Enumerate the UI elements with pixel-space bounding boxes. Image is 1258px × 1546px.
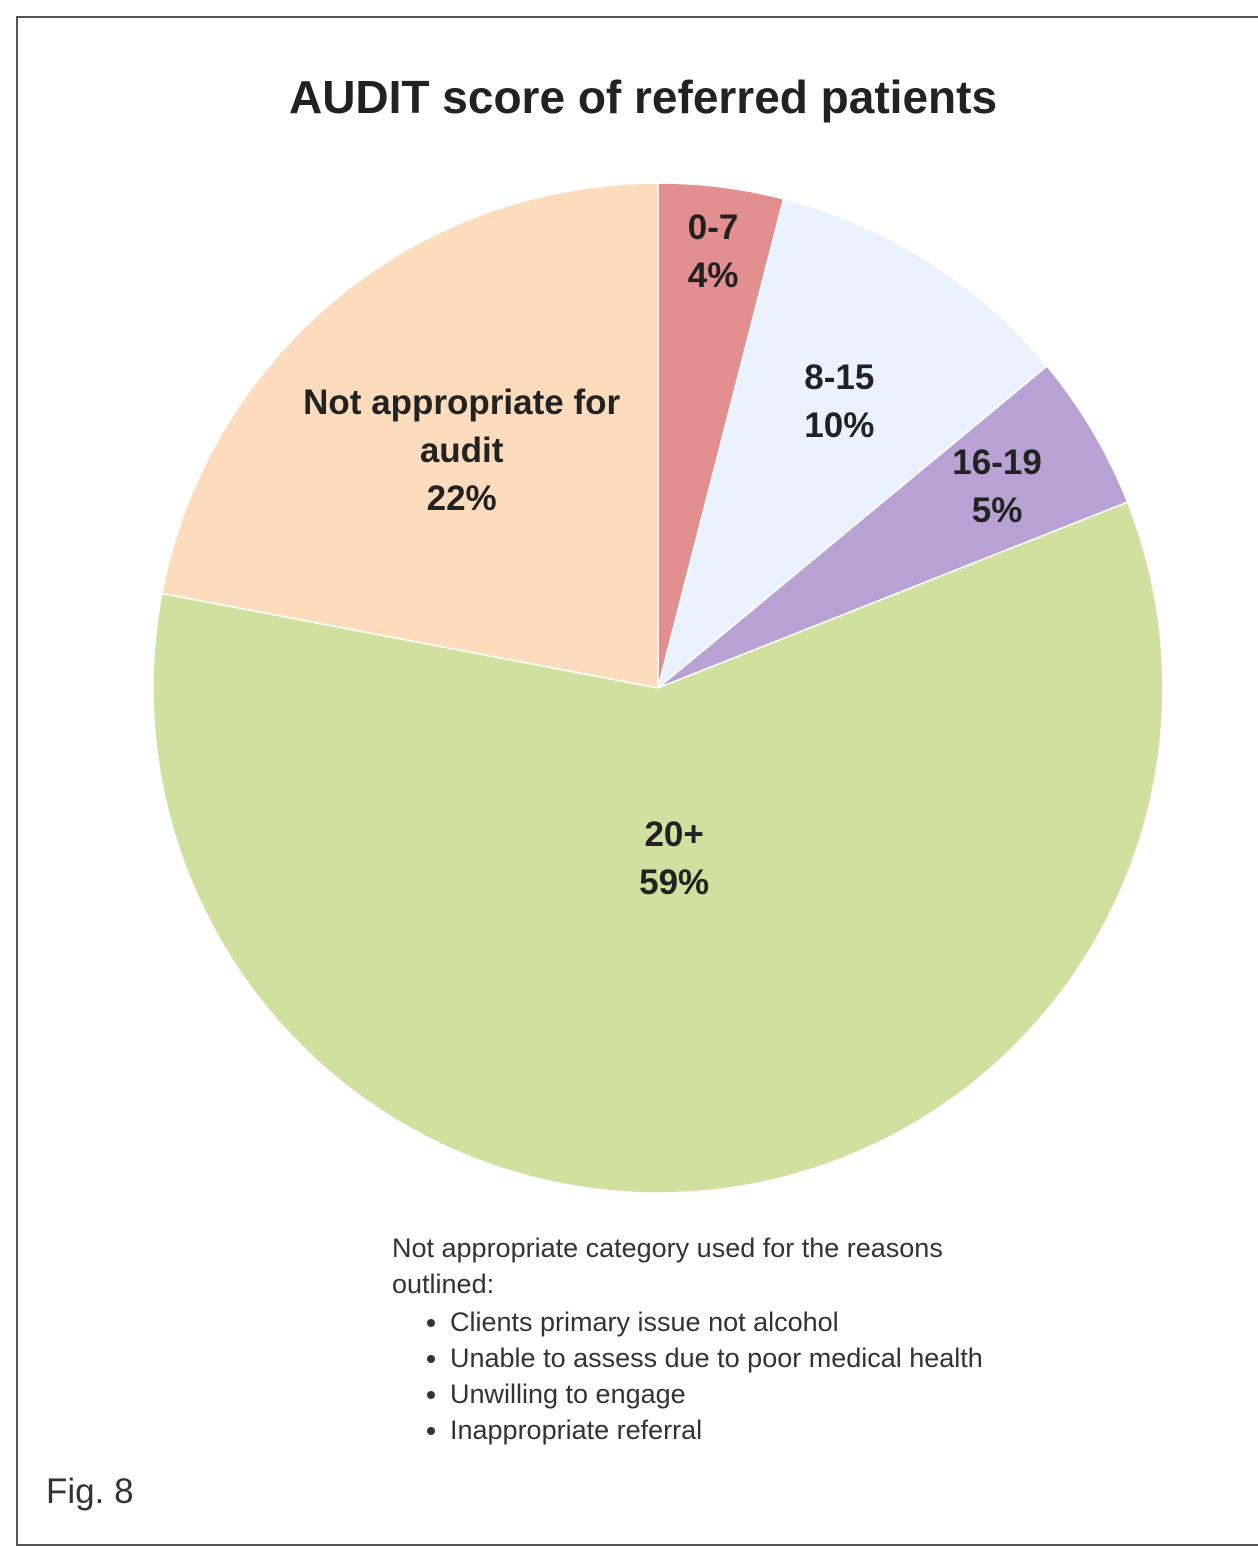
- pie-slice: [161, 182, 659, 689]
- slice-label: 8-15 10%: [804, 354, 874, 450]
- slice-label: 20+ 59%: [639, 811, 709, 907]
- value-label: 4%: [687, 256, 739, 296]
- category-label: 16-19: [952, 443, 1042, 483]
- slice-label: 16-19 5%: [952, 439, 1042, 535]
- category-label: 20+: [644, 814, 704, 854]
- pie-slice: [657, 365, 1129, 689]
- pie-slice: [152, 501, 1164, 1194]
- annotation-text: Not appropriate category used for the re…: [392, 1233, 943, 1299]
- value-label: 10%: [804, 406, 875, 446]
- caption: Fig. 8: [46, 1472, 134, 1511]
- slice-label: 0-7 4%: [688, 204, 739, 300]
- value-label: 5%: [971, 491, 1023, 531]
- annotation-item: Unable to assess due to poor medical hea…: [450, 1340, 1052, 1376]
- annotation-item: Inappropriate referral: [450, 1412, 1052, 1448]
- category-label: 0-7: [687, 208, 739, 248]
- pie-slice: [656, 197, 1049, 691]
- annotation-item: Clients primary issue not alcohol: [450, 1304, 1052, 1340]
- slice-label: Not appropriate for audit 22%: [297, 379, 627, 523]
- category-label: 8-15: [804, 358, 875, 398]
- annotation: Not appropriate category used for the re…: [392, 1230, 1052, 1448]
- value-label: 59%: [639, 862, 710, 902]
- value-label: 22%: [426, 478, 497, 518]
- chart-title: AUDIT score of referred patients: [288, 71, 998, 123]
- annotation-item: Unwilling to engage: [450, 1376, 1052, 1412]
- category-label: Not appropriate for audit: [303, 382, 621, 470]
- annotation-list: Clients primary issue not alcoholUnable …: [392, 1304, 1052, 1448]
